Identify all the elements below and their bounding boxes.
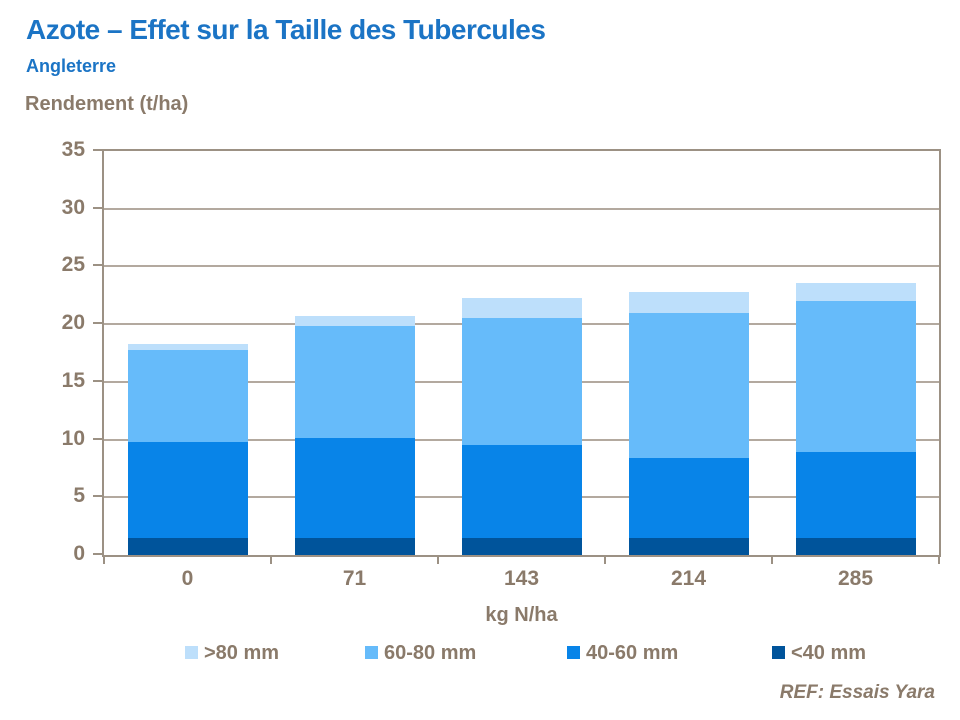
bar-segment: [461, 297, 582, 319]
x-tick-mark: [437, 555, 439, 564]
y-tick-mark: [93, 206, 102, 209]
slide-subtitle: Angleterre: [26, 56, 117, 76]
y-tick-label: 30: [61, 195, 85, 219]
bar-segment: [294, 326, 415, 439]
y-tick-label: 15: [61, 368, 85, 392]
x-tick-mark: [103, 555, 105, 564]
y-axis-title: Rendement (t/ha): [25, 93, 189, 115]
x-axis-title: kg N/ha: [485, 604, 558, 626]
y-tick-mark: [93, 437, 102, 440]
y-tick-mark: [93, 322, 102, 325]
y-tick-label: 35: [61, 138, 85, 161]
bar-segment: [127, 537, 248, 555]
legend-label: >80 mm: [204, 642, 280, 664]
legend-swatch: [772, 646, 785, 659]
legend-label: 40-60 mm: [586, 642, 679, 664]
x-tick-label: 143: [503, 567, 540, 590]
bar-segment: [795, 301, 916, 453]
legend-item: >80 mm: [185, 642, 279, 665]
legend-label: 60-80 mm: [384, 642, 477, 664]
bar-segment: [628, 458, 749, 538]
bar-segment: [461, 445, 582, 538]
x-tick-label: 285: [837, 567, 874, 590]
y-tick-mark: [93, 264, 102, 267]
x-tick-mark: [604, 555, 606, 564]
x-tick-mark: [938, 555, 940, 564]
bar-segment: [628, 537, 749, 555]
bar-segment: [461, 318, 582, 446]
bar-segment: [127, 441, 248, 538]
bar-segment: [294, 438, 415, 538]
y-tick-mark: [93, 379, 102, 382]
y-tick-label: 20: [61, 311, 85, 335]
x-tick-mark: [270, 555, 272, 564]
legend-swatch: [567, 646, 580, 659]
bar-segment: [795, 452, 916, 538]
x-tick-label: 214: [670, 567, 707, 590]
bar-segment: [795, 282, 916, 302]
legend-item: <40 mm: [772, 642, 866, 665]
bar-segment: [628, 312, 749, 459]
legend: >80 mm 60-80 mm 40-60 mm <40 mm: [0, 642, 960, 670]
y-tick-label: 10: [61, 426, 85, 450]
y-tick-label: 5: [73, 484, 85, 508]
y-tick-mark: [93, 149, 102, 151]
plot-area: [102, 149, 941, 557]
bar-segment: [461, 537, 582, 555]
bar-segment: [795, 537, 916, 555]
bar-segment: [294, 316, 415, 327]
bar-segment: [294, 537, 415, 555]
legend-swatch: [365, 646, 378, 659]
gridline: [104, 207, 939, 210]
bar-segment: [628, 291, 749, 313]
reference-text: REF: Essais Yara: [779, 682, 935, 703]
legend-item: 40-60 mm: [567, 642, 678, 665]
x-tick-label: 71: [342, 567, 367, 590]
x-tick-label: 0: [181, 567, 194, 590]
y-tick-label: 0: [73, 542, 85, 565]
legend-label: <40 mm: [791, 642, 867, 664]
x-tick-mark: [771, 555, 773, 564]
gridline: [104, 265, 939, 268]
y-tick-mark: [93, 495, 102, 498]
slide-title: Azote – Effet sur la Taille des Tubercul…: [26, 14, 546, 45]
y-tick-mark: [93, 553, 102, 555]
legend-swatch: [185, 646, 198, 659]
bar-segment: [127, 343, 248, 350]
y-tick-label: 25: [61, 253, 85, 277]
legend-item: 60-80 mm: [365, 642, 476, 665]
bar-segment: [127, 349, 248, 442]
